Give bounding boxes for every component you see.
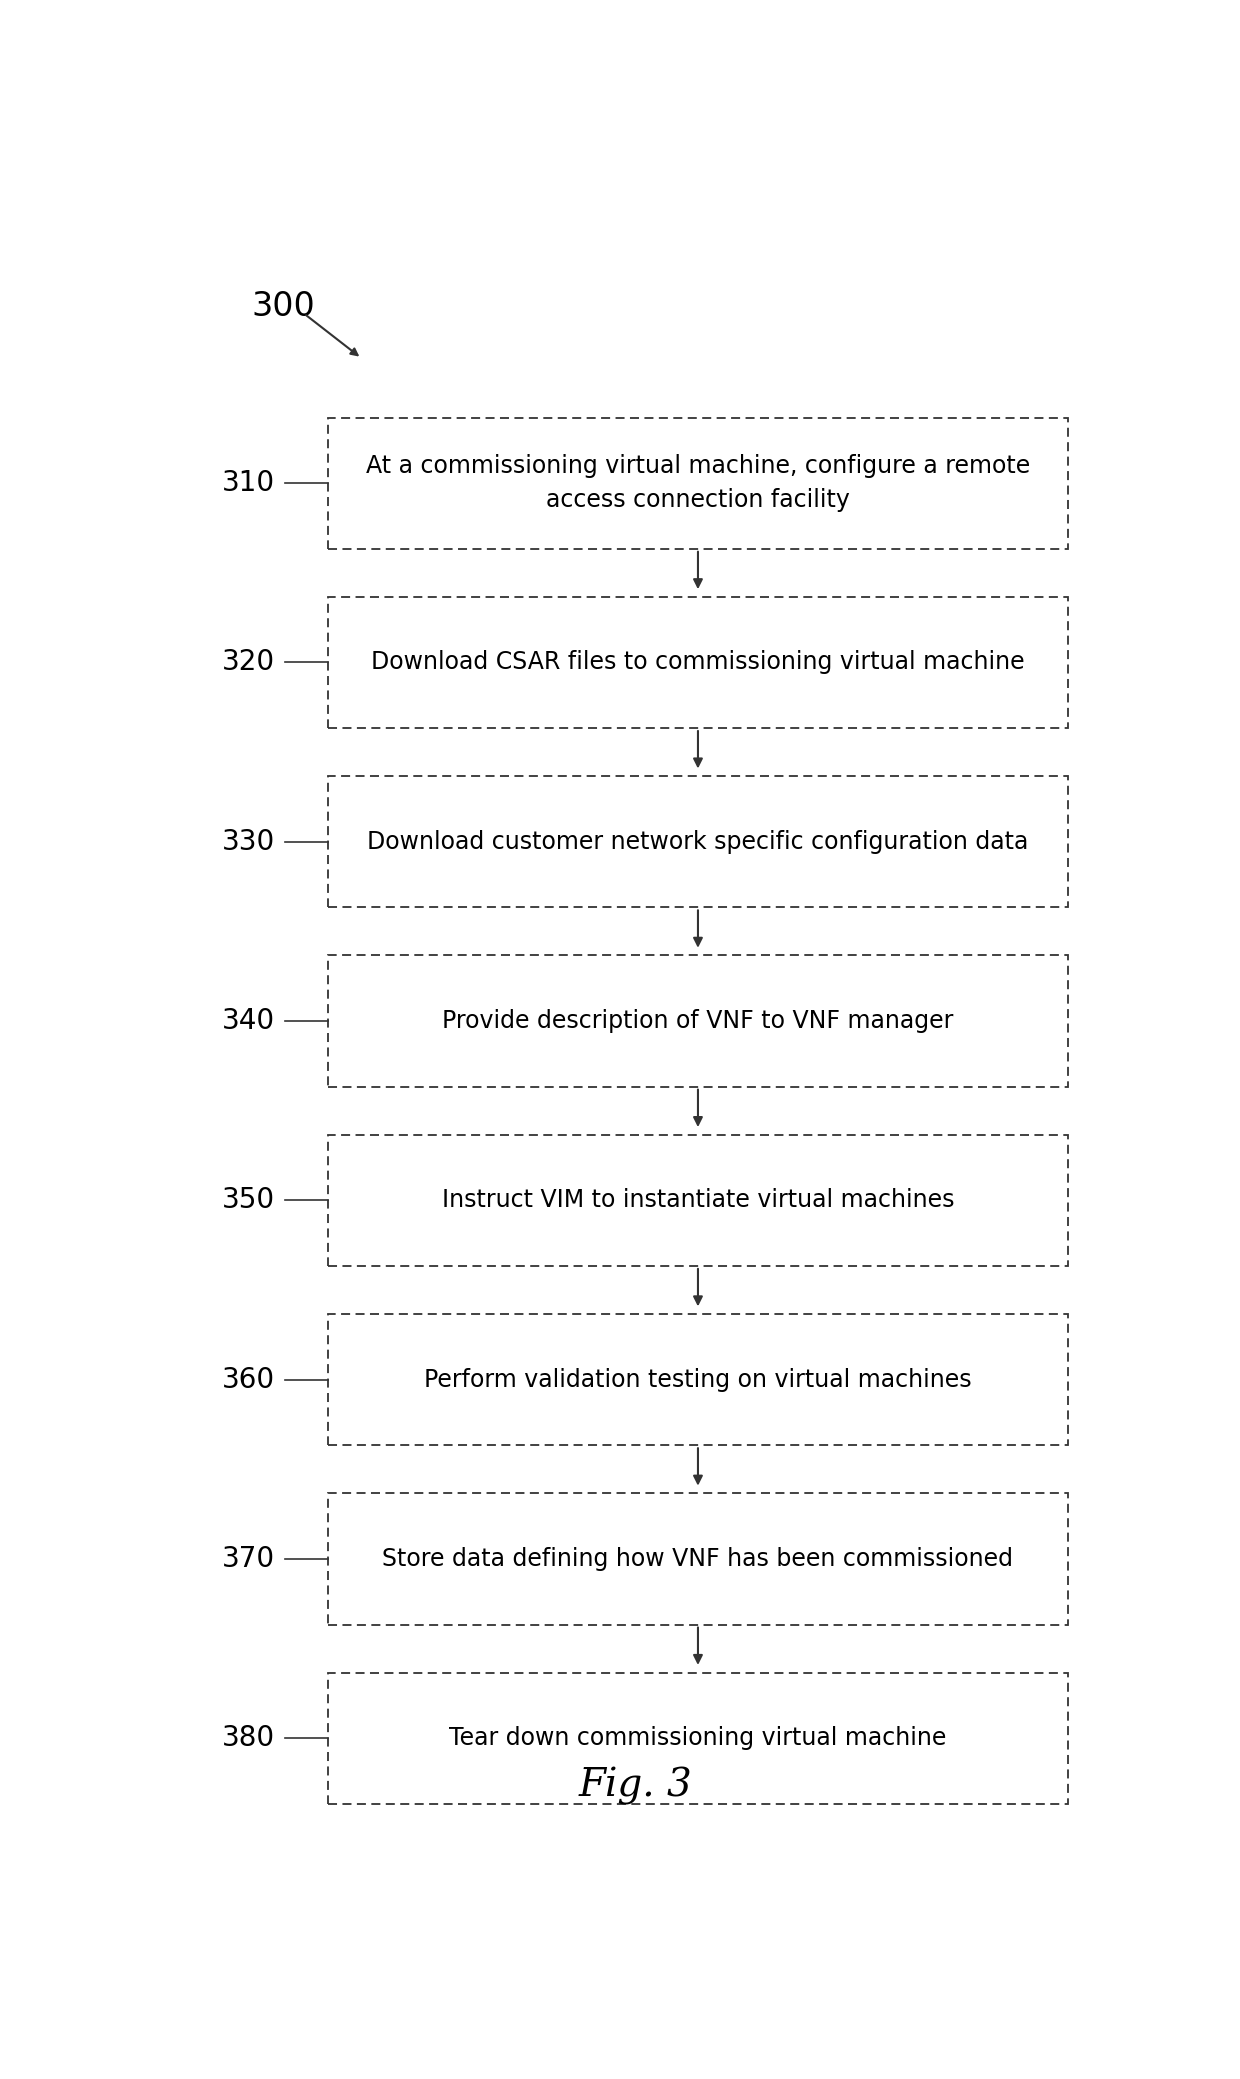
Text: 350: 350 <box>222 1187 275 1214</box>
Text: Fig. 3: Fig. 3 <box>579 1767 692 1805</box>
Bar <box>327 1674 1068 1805</box>
Text: Instruct VIM to instantiate virtual machines: Instruct VIM to instantiate virtual mach… <box>441 1189 955 1212</box>
Text: 360: 360 <box>222 1366 275 1393</box>
Bar <box>327 597 1068 728</box>
Bar <box>327 956 1068 1087</box>
Text: 340: 340 <box>222 1006 275 1035</box>
Text: At a commissioning virtual machine, configure a remote
access connection facilit: At a commissioning virtual machine, conf… <box>366 455 1030 511</box>
Bar <box>327 775 1068 906</box>
Text: Perform validation testing on virtual machines: Perform validation testing on virtual ma… <box>424 1368 972 1391</box>
Text: 370: 370 <box>222 1545 275 1574</box>
Text: Download CSAR files to commissioning virtual machine: Download CSAR files to commissioning vir… <box>371 651 1024 674</box>
Bar <box>327 1314 1068 1445</box>
Text: 320: 320 <box>222 649 275 676</box>
Text: 300: 300 <box>250 289 315 322</box>
Text: 330: 330 <box>222 827 275 857</box>
Text: Download customer network specific configuration data: Download customer network specific confi… <box>367 830 1029 854</box>
Text: 310: 310 <box>222 470 275 497</box>
Text: Provide description of VNF to VNF manager: Provide description of VNF to VNF manage… <box>443 1008 954 1033</box>
Bar <box>327 1135 1068 1266</box>
Text: Store data defining how VNF has been commissioned: Store data defining how VNF has been com… <box>382 1547 1013 1572</box>
Text: 380: 380 <box>222 1723 275 1753</box>
Text: Tear down commissioning virtual machine: Tear down commissioning virtual machine <box>449 1726 946 1751</box>
Bar <box>327 1493 1068 1624</box>
Bar <box>327 418 1068 549</box>
